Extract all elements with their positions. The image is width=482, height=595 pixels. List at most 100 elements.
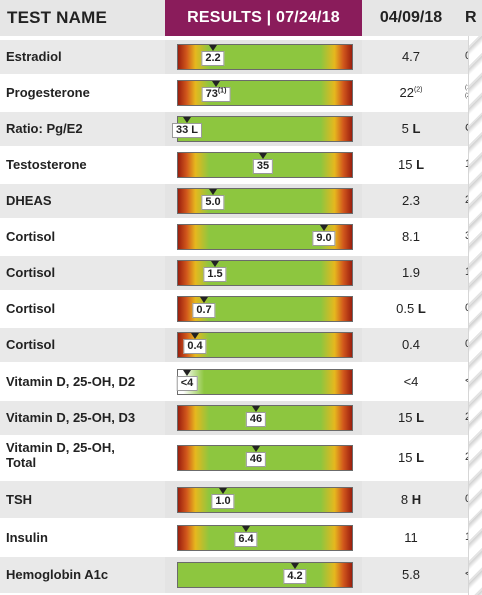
table-header: TEST NAME RESULTS | 07/24/18 04/09/18 R [0,0,482,36]
marker-triangle-icon [291,563,299,569]
reference-range-bar: 35 [177,152,353,178]
test-name: Ratio: Pg/E2 [6,121,83,136]
reference-range-bar: 73(1) [177,80,353,106]
test-name: Estradiol [6,49,62,64]
flag: H [411,492,422,507]
reference-range-bar: 5.0 [177,188,353,214]
previous-date-header: 04/09/18 [362,0,460,36]
marker-triangle-icon [252,406,260,412]
marker-triangle-icon [320,225,328,231]
test-name: Hemoglobin A1c [6,567,109,582]
result-value: 9.0 [312,231,336,246]
test-name: Vitamin D, 25-OH, D2 [6,374,136,389]
result-value: 73(1) [201,87,231,102]
result-value: 35 [252,159,274,174]
marker-triangle-icon [183,370,191,376]
marker-triangle-icon [211,261,219,267]
range-header: R [460,0,482,36]
previous-value: 15 L [397,157,425,172]
reference-range-bar: 33 L [171,116,353,142]
result-cell: 5.0 [165,184,362,218]
marker-triangle-icon [209,189,217,195]
reference-range-bar: 6.4 [177,525,353,551]
result-cell: 46 [165,437,362,479]
result-value: 1.0 [211,494,235,509]
flag: L [416,157,425,172]
result-cell: 46 [165,401,362,435]
result-value: 0.4 [183,339,207,354]
result-cell: 4.2 [165,557,362,593]
result-cell: 0.4 [165,328,362,362]
result-cell: 1.5 [165,256,362,290]
result-value: 4.2 [283,569,307,584]
test-name: Insulin [6,530,48,545]
previous-value: 5 L [401,121,421,136]
result-cell: 33 L [165,112,362,146]
torn-edge [468,36,482,595]
previous-value: 22(2) [399,85,423,100]
flag: L [412,121,421,136]
reference-range-bar: 2.2 [177,44,353,70]
result-cell: 73(1) [165,76,362,110]
marker-triangle-icon [252,446,260,452]
result-value: 46 [245,412,267,427]
reference-range-bar: <4 [176,369,353,395]
marker-triangle-icon [219,488,227,494]
previous-value: 4.7 [401,49,421,64]
test-name: Cortisol [6,337,56,352]
previous-value: 0.5 L [396,301,426,316]
reference-range-bar: 9.0 [177,224,353,250]
reference-range-bar: 0.7 [177,296,353,322]
result-value: 6.4 [234,532,258,547]
reference-range-bar: 46 [177,445,353,471]
result-cell: 1.0 [165,481,362,518]
previous-value: 8 H [400,492,422,507]
test-name: Progesterone [6,85,90,100]
previous-value: 0.4 [401,337,421,352]
flag: L [416,450,425,465]
flag: L [416,410,425,425]
previous-value: 8.1 [401,229,421,244]
previous-value: 1.9 [401,265,421,280]
result-cell: 2.2 [165,40,362,74]
test-name: DHEAS [6,193,52,208]
previous-value: 15 L [397,410,425,425]
reference-range-bar: 46 [177,405,353,431]
result-value: 0.7 [192,303,216,318]
result-cell: 6.4 [165,520,362,555]
test-name: Cortisol [6,265,56,280]
marker-triangle-icon [200,297,208,303]
results-header: RESULTS | 07/24/18 [165,0,362,36]
result-value: 33 L [171,123,203,138]
flag: L [417,301,426,316]
test-name: Cortisol [6,301,56,316]
result-value: <4 [176,376,198,391]
marker-triangle-icon [209,45,217,51]
result-value: 2.2 [201,51,225,66]
result-cell: 35 [165,148,362,182]
previous-value: 11 [404,530,418,545]
result-cell: 9.0 [165,220,362,254]
test-name: Vitamin D, 25-OH, Total [6,440,115,470]
test-name: Cortisol [6,229,56,244]
test-name-header: TEST NAME [0,0,165,36]
test-name: Testosterone [6,157,87,172]
marker-triangle-icon [183,117,191,123]
result-value: 1.5 [203,267,227,282]
marker-triangle-icon [242,526,250,532]
result-value: 46 [245,452,267,467]
previous-value: 5.8 [401,567,421,582]
